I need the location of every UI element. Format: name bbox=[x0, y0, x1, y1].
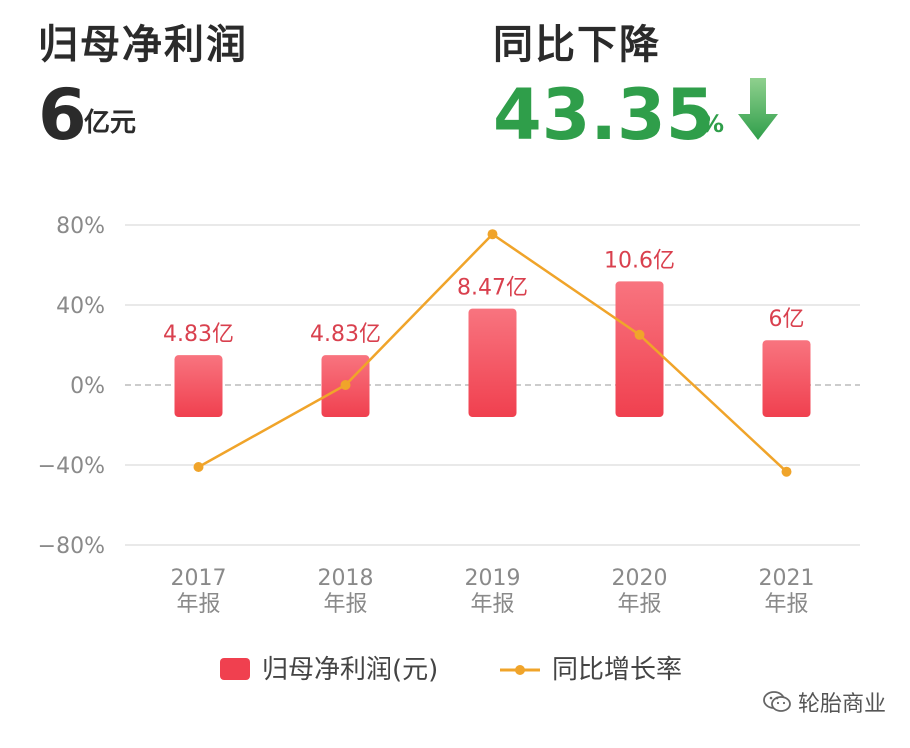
y-tick-label: 40% bbox=[56, 294, 105, 319]
bar-value-label: 4.83亿 bbox=[163, 322, 234, 347]
watermark: 轮胎商业 bbox=[762, 686, 886, 718]
y-tick-label: −40% bbox=[38, 454, 105, 479]
bar bbox=[615, 281, 664, 417]
growth-rate-point bbox=[487, 229, 498, 240]
yoy-change-unit: % bbox=[700, 110, 725, 138]
net-profit-title: 归母净利润 bbox=[38, 22, 248, 68]
watermark-text: 轮胎商业 bbox=[797, 692, 886, 717]
x-tick-label: 2019 年报 bbox=[465, 566, 521, 617]
bar bbox=[174, 355, 223, 417]
legend-line-label: 同比增长率 bbox=[552, 655, 682, 685]
y-tick-label: 80% bbox=[56, 214, 105, 239]
growth-rate-point bbox=[634, 329, 645, 340]
wechat-icon bbox=[763, 691, 791, 712]
growth-rate-point bbox=[781, 466, 792, 477]
net-profit-value: 6 bbox=[38, 74, 87, 156]
bar-value-label: 8.47亿 bbox=[457, 276, 528, 301]
growth-rate-point bbox=[340, 380, 351, 390]
bar bbox=[468, 308, 517, 417]
x-tick-label: 2018 年报 bbox=[318, 566, 374, 617]
x-tick-label: 2021 年报 bbox=[759, 566, 815, 617]
x-tick-label: 2020 年报 bbox=[612, 566, 668, 617]
x-tick-label: 2017 年报 bbox=[171, 566, 227, 617]
bar-value-label: 4.83亿 bbox=[310, 322, 381, 347]
bar-value-label: 10.6亿 bbox=[604, 248, 675, 273]
legend-line-marker bbox=[515, 665, 525, 675]
net-profit-unit: 亿元 bbox=[84, 108, 137, 138]
yoy-change-title: 同比下降 bbox=[493, 22, 661, 68]
bar bbox=[762, 340, 811, 417]
y-tick-label: 0% bbox=[70, 374, 105, 399]
yoy-change-value: 43.35 bbox=[493, 74, 715, 156]
bar-value-label: 6亿 bbox=[769, 307, 805, 332]
growth-rate-point bbox=[193, 462, 204, 472]
arrow-down-icon bbox=[738, 78, 778, 140]
y-tick-label: −80% bbox=[38, 534, 105, 559]
legend-bar-swatch bbox=[220, 658, 250, 680]
legend-bar-label: 归母净利润(元) bbox=[262, 655, 438, 685]
